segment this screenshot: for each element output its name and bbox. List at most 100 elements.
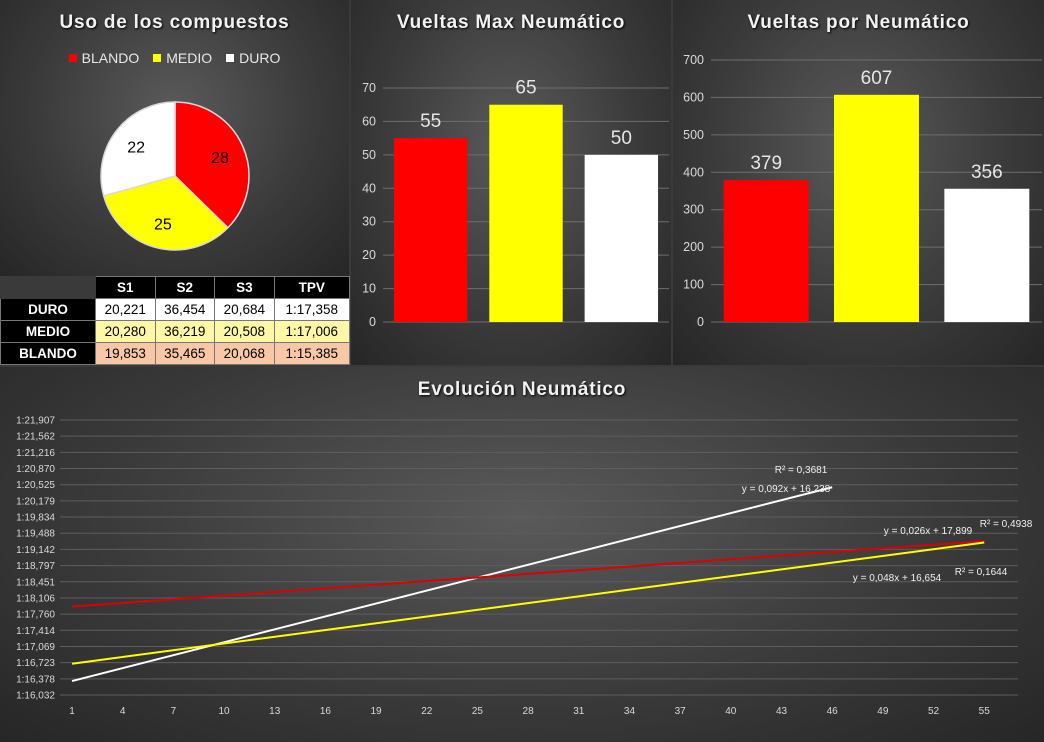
x-tick-label: 1 [69, 706, 75, 717]
table-row-medio: MEDIO 20,280 36,219 20,508 1:17,006 [0, 320, 351, 343]
table-header-row: S1 S2 S3 TPV [1, 276, 351, 299]
x-tick-label: 37 [675, 706, 687, 717]
table-header-s3: S3 [214, 276, 275, 299]
table-cell: 1:17,006 [273, 320, 351, 343]
x-tick-label: 25 [472, 706, 484, 717]
pie-slice-medio [102, 175, 229, 251]
equation-label-medio: y = 0,048x + 16,654 [853, 573, 942, 584]
y-tick-label: 1:20,870 [16, 464, 55, 475]
evolution-chart: 1:16,032 1:16,378 1:16,723 1:17,069 1:17,414… [16, 416, 1033, 718]
table-cell: 36,454 [154, 298, 216, 321]
x-tick-label: 46 [827, 706, 839, 717]
y-tick-label: 500 [683, 128, 704, 142]
table-header-tpv: TPV [273, 276, 351, 299]
legend-item-medio: MEDIO [153, 50, 212, 66]
y-tick-label: 40 [362, 181, 376, 195]
data-label-medio: 65 [515, 78, 536, 99]
max-laps-title: Vueltas Max Neumático [396, 12, 626, 33]
x-tick-label: 13 [269, 706, 281, 717]
y-tick-label: 1:18,451 [16, 577, 55, 588]
equation-label-blando: y = 0,026x + 17,899 [884, 526, 973, 537]
table-cell: 20,280 [95, 320, 156, 343]
evolution-panel: Evolución Neumático 1:16,032 1:16,378 1:16… [0, 367, 1044, 742]
laps-per-tyre-panel: Vueltas por Neumático 0 100 200 300 400 500 60… [673, 0, 1044, 365]
legend-item-blando: BLANDO [68, 50, 140, 66]
x-tick-label: 31 [573, 706, 585, 717]
laps-per-tyre-chart: 0 100 200 300 400 500 600 700 379 607 356 [683, 53, 1042, 329]
table-header-s2: S2 [154, 276, 216, 299]
x-tick-label: 19 [371, 706, 383, 717]
table-cell: 20,221 [95, 298, 156, 321]
bar-medio [489, 104, 563, 322]
pie-label-duro: 22 [127, 139, 145, 156]
legend-label-medio: MEDIO [166, 50, 213, 66]
y-tick-label: 300 [683, 203, 704, 217]
y-tick-label: 1:16,723 [16, 658, 55, 669]
y-tick-label: 600 [683, 90, 704, 104]
max-laps-panel: Vueltas Max Neumático 0 10 20 30 40 50 60 70 55 6… [351, 0, 671, 365]
y-tick-label: 1:19,834 [16, 513, 55, 524]
bar-duro [584, 154, 659, 322]
table-cell: 20,508 [214, 320, 275, 343]
x-tick-label: 43 [776, 706, 788, 717]
table-cell: 36,219 [154, 320, 216, 343]
x-tick-label: 34 [624, 706, 636, 717]
pie-chart-panel: Uso de los compuestos BLANDO MEDIO DURO … [0, 0, 349, 276]
pie-label-blando: 28 [211, 150, 229, 167]
legend-swatch-medio [153, 54, 162, 62]
max-laps-chart: 0 10 20 30 40 50 60 70 55 65 50 [362, 78, 669, 329]
table-cell: 1:17,358 [273, 298, 351, 321]
evolution-title: Evolución Neumático [417, 379, 627, 400]
trendline-blando [71, 540, 985, 608]
x-tick-label: 4 [120, 706, 126, 717]
table-row-label: BLANDO [0, 342, 96, 365]
trendline-duro [71, 486, 833, 683]
legend-swatch-duro [226, 54, 235, 62]
x-tick-label: 55 [979, 706, 991, 717]
y-tick-label: 1:17,414 [16, 626, 55, 637]
y-tick-label: 1:21,907 [16, 416, 55, 427]
data-label-blando: 55 [420, 111, 441, 132]
pie-legend: BLANDO MEDIO DURO [0, 50, 349, 66]
x-tick-label: 10 [218, 706, 230, 717]
y-tick-label: 50 [362, 148, 376, 162]
table-cell: 35,465 [154, 342, 216, 365]
table-row-blando: BLANDO 19,853 35,465 20,068 1:15,385 [0, 342, 351, 365]
legend-label-blando: BLANDO [81, 50, 140, 66]
y-tick-label: 1:20,179 [16, 496, 55, 507]
x-tick-label: 52 [928, 706, 940, 717]
table-row-label: DURO [0, 298, 96, 321]
y-tick-label: 1:19,142 [16, 545, 55, 556]
pie-slice-blando [174, 101, 250, 229]
bar-blando [393, 138, 468, 322]
bar-medio [834, 94, 919, 323]
y-tick-label: 1:21,216 [16, 448, 55, 459]
table-header-empty [1, 277, 96, 299]
pie-chart-title: Uso de los compuestos [59, 12, 290, 33]
data-label-blando: 379 [750, 153, 782, 174]
x-tick-label: 7 [171, 706, 177, 717]
y-tick-label: 1:16,378 [16, 674, 55, 685]
r2-label-medio: R² = 0,1644 [955, 567, 1008, 578]
y-tick-label: 30 [362, 215, 376, 229]
bar-duro [944, 188, 1030, 322]
y-tick-label: 1:18,797 [16, 561, 55, 572]
y-tick-label: 60 [362, 114, 376, 128]
x-tick-label: 22 [421, 706, 433, 717]
data-label-medio: 607 [861, 68, 893, 89]
pie-label-medio: 25 [154, 216, 172, 233]
r2-label-blando: R² = 0,4938 [980, 519, 1033, 530]
legend-item-duro: DURO [226, 50, 280, 66]
table-row-duro: DURO 20,221 36,454 20,684 1:17,358 [0, 298, 351, 321]
legend-label-duro: DURO [239, 50, 281, 66]
equation-label-duro: y = 0,092x + 16,238 [742, 484, 831, 495]
data-label-duro: 50 [611, 128, 632, 149]
table-cell: 1:15,385 [273, 342, 351, 365]
table-cell: 19,853 [95, 342, 156, 365]
y-tick-label: 0 [697, 315, 704, 329]
table-header-s1: S1 [95, 276, 156, 299]
pie-chart: 28 25 22 [100, 101, 250, 251]
y-tick-label: 1:17,069 [16, 642, 55, 653]
y-tick-label: 0 [369, 315, 376, 329]
table-row-label: MEDIO [0, 320, 96, 343]
